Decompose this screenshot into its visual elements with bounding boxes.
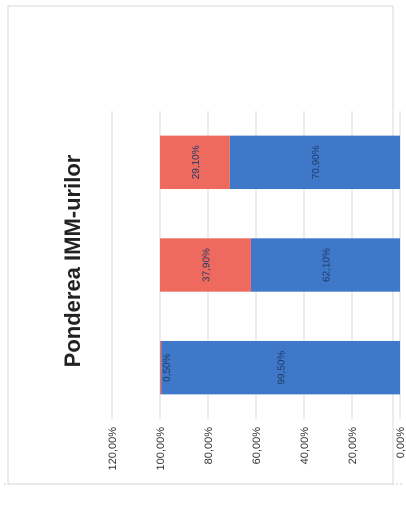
y-tick-label: 20,00% [347,427,359,465]
data-label: 62,10% [321,248,332,282]
bar-segment [250,238,400,292]
y-tick-label: 80,00% [203,427,215,465]
data-label: 99,50% [277,351,288,385]
y-tick-label: 0,00% [395,427,406,458]
rotated-chart-group: Ponderea IMM-urilor 0,00% 20,00% 40,00% 60,… [60,111,406,470]
data-label: 37,90% [201,248,212,282]
y-tick-label: 120,00% [107,427,119,471]
bar-segment [160,135,230,190]
y-tick-label: 60,00% [251,427,263,465]
data-label: 0,50% [162,353,173,381]
y-tick-label: 100,00% [155,427,167,471]
y-tick-label: 40,00% [299,427,311,465]
data-label: 29,10% [191,145,202,179]
data-label: 70,90% [311,145,322,179]
bar-segment [160,238,251,292]
bar-segment [160,340,162,395]
chart-title: Ponderea IMM-urilor [60,154,85,367]
y-axis-tick-labels: 0,00% 20,00% 40,00% 60,00% 80,00% 100,00% 120,… [107,427,406,471]
bar-segment [229,135,400,190]
bar-series: 99,50% 0,50% 62,10% 37,90% 70,90% 29,10% [160,135,400,395]
bar-segment [161,340,400,395]
